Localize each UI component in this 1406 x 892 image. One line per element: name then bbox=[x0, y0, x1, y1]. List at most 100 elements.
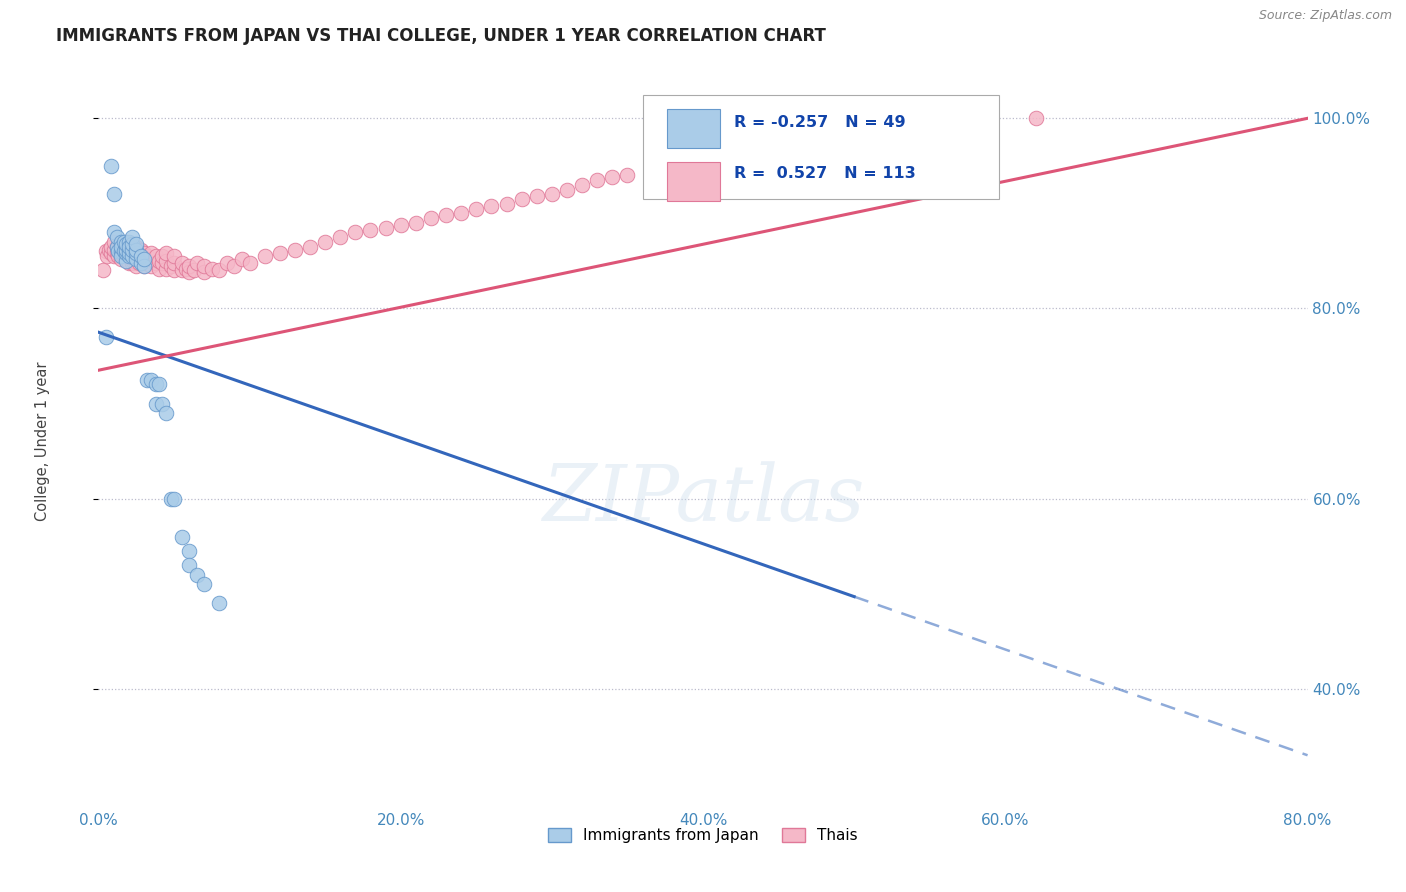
Point bbox=[110, 249, 132, 263]
Point bbox=[344, 226, 367, 240]
Point bbox=[141, 373, 163, 387]
Point bbox=[118, 236, 141, 251]
Point bbox=[112, 240, 135, 254]
Point bbox=[110, 235, 132, 249]
Point bbox=[118, 249, 141, 263]
Point bbox=[107, 243, 129, 257]
Point bbox=[186, 256, 208, 270]
Point bbox=[132, 246, 155, 260]
Point bbox=[183, 263, 205, 277]
Point bbox=[114, 254, 136, 268]
Point bbox=[132, 259, 155, 273]
Point bbox=[129, 243, 152, 257]
Point bbox=[114, 246, 136, 260]
Point bbox=[132, 259, 155, 273]
Point bbox=[112, 246, 135, 260]
Point bbox=[155, 254, 177, 268]
Text: IMMIGRANTS FROM JAPAN VS THAI COLLEGE, UNDER 1 YEAR CORRELATION CHART: IMMIGRANTS FROM JAPAN VS THAI COLLEGE, U… bbox=[56, 27, 827, 45]
Point bbox=[114, 236, 136, 251]
Point bbox=[132, 252, 155, 266]
Point bbox=[121, 230, 143, 244]
Point bbox=[193, 577, 215, 591]
Point bbox=[179, 558, 201, 573]
Point bbox=[118, 249, 141, 263]
Point bbox=[540, 187, 562, 202]
Point bbox=[110, 244, 132, 259]
Text: Source: ZipAtlas.com: Source: ZipAtlas.com bbox=[1258, 9, 1392, 22]
Point bbox=[676, 159, 699, 173]
Legend: Immigrants from Japan, Thais: Immigrants from Japan, Thais bbox=[543, 822, 863, 849]
Point bbox=[571, 178, 593, 192]
Point bbox=[148, 254, 170, 268]
Point bbox=[125, 246, 148, 260]
Point bbox=[904, 122, 927, 136]
Point bbox=[122, 246, 145, 260]
Point bbox=[135, 249, 157, 263]
Point bbox=[125, 236, 148, 251]
Point bbox=[114, 240, 136, 254]
Point bbox=[813, 137, 835, 152]
Text: R =  0.527   N = 113: R = 0.527 N = 113 bbox=[734, 166, 917, 181]
Point bbox=[96, 249, 118, 263]
Point bbox=[114, 235, 136, 249]
Point bbox=[145, 377, 167, 392]
Point bbox=[374, 220, 396, 235]
Point bbox=[231, 252, 253, 266]
Point bbox=[121, 243, 143, 257]
Point bbox=[105, 240, 128, 254]
Point bbox=[434, 208, 457, 222]
Point bbox=[752, 147, 775, 161]
Point bbox=[1024, 112, 1046, 126]
Point bbox=[389, 218, 412, 232]
Point bbox=[118, 256, 141, 270]
Point bbox=[616, 169, 638, 183]
Point bbox=[136, 254, 159, 268]
Point bbox=[450, 206, 472, 220]
Point bbox=[114, 246, 136, 260]
Point bbox=[284, 243, 307, 257]
Point bbox=[224, 259, 246, 273]
Point bbox=[121, 249, 143, 263]
Point bbox=[360, 223, 382, 237]
Point bbox=[121, 249, 143, 263]
Point bbox=[405, 216, 427, 230]
Point bbox=[112, 244, 135, 259]
Point bbox=[155, 406, 177, 420]
Point bbox=[114, 252, 136, 266]
Point bbox=[107, 249, 129, 263]
Point bbox=[94, 330, 117, 344]
Point bbox=[148, 377, 170, 392]
Point bbox=[647, 163, 669, 178]
Point bbox=[110, 246, 132, 260]
Point bbox=[163, 256, 186, 270]
Point bbox=[160, 491, 183, 506]
Point bbox=[329, 230, 352, 244]
Point bbox=[526, 189, 548, 203]
Point bbox=[112, 235, 135, 249]
FancyBboxPatch shape bbox=[643, 95, 1000, 200]
Point bbox=[103, 226, 125, 240]
Point bbox=[481, 199, 503, 213]
Point bbox=[141, 259, 163, 273]
Point bbox=[179, 544, 201, 558]
Point bbox=[150, 256, 173, 270]
Point bbox=[125, 252, 148, 266]
Point bbox=[179, 265, 201, 279]
Point bbox=[201, 261, 224, 276]
Point bbox=[105, 240, 128, 254]
Point bbox=[873, 128, 896, 143]
Point bbox=[121, 243, 143, 257]
Point bbox=[193, 265, 215, 279]
Point bbox=[495, 197, 517, 211]
Point bbox=[141, 246, 163, 260]
Point bbox=[132, 252, 155, 266]
Point bbox=[208, 263, 231, 277]
Point bbox=[108, 236, 131, 251]
Point bbox=[103, 249, 125, 263]
Point bbox=[100, 159, 122, 173]
Point bbox=[193, 259, 215, 273]
Point bbox=[118, 243, 141, 257]
Point bbox=[125, 246, 148, 260]
Point bbox=[98, 243, 121, 257]
Point bbox=[107, 244, 129, 259]
